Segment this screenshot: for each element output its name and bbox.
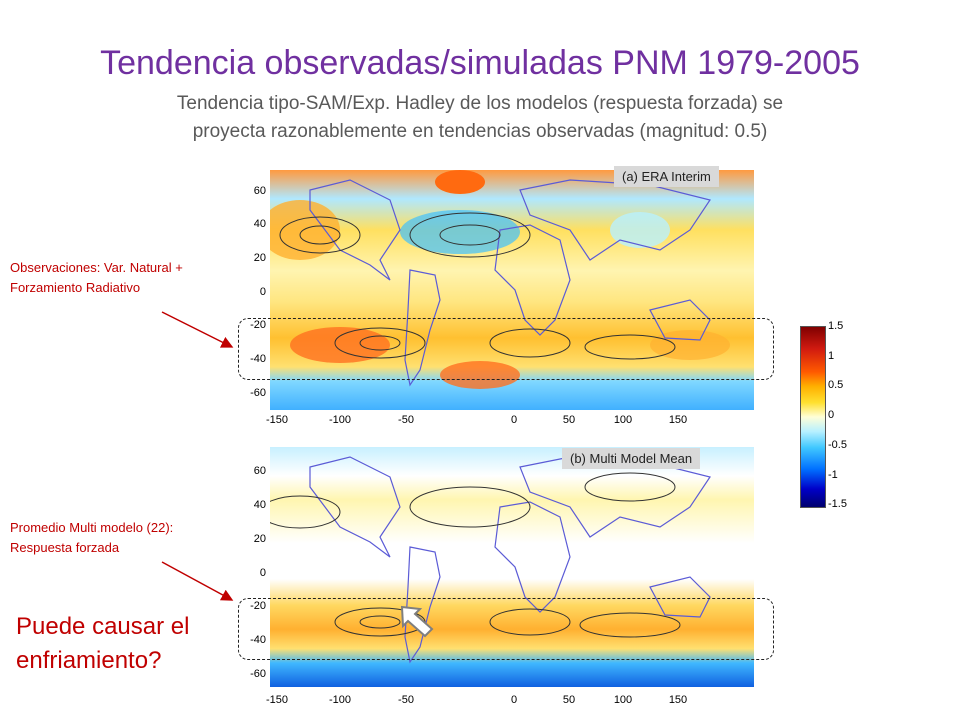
- colorbar-tick: 0: [828, 409, 835, 421]
- annotation-line: Observaciones: Var. Natural +: [10, 260, 183, 275]
- map-era-interim: [270, 170, 754, 410]
- x-tick-b: 100: [613, 694, 633, 706]
- map-b-svg: [270, 447, 754, 687]
- question-text: Puede causar el enfriamiento?: [16, 610, 189, 678]
- y-tick-b: 20: [253, 533, 266, 545]
- y-tick-b: -60: [250, 668, 266, 680]
- x-tick-a: 100: [613, 414, 633, 426]
- y-tick-b: 60: [253, 465, 266, 477]
- x-tick-a: 0: [510, 414, 518, 426]
- y-tick-a: 0: [259, 286, 266, 298]
- x-tick-a: -150: [265, 414, 289, 426]
- question-line: enfriamiento?: [16, 647, 162, 674]
- subtitle-line-1: Tendencia tipo-SAM/Exp. Hadley de los mo…: [176, 93, 784, 114]
- annotation-observaciones: Observaciones: Var. Natural + Forzamient…: [10, 258, 183, 298]
- y-tick-a: 60: [253, 185, 266, 197]
- colorbar: [800, 326, 826, 508]
- x-tick-a: 50: [562, 414, 576, 426]
- y-tick-b: -40: [250, 634, 266, 646]
- y-tick-a: 20: [253, 252, 266, 264]
- subtitle-line-2: proyecta razonablemente en tendencias ob…: [192, 121, 768, 142]
- colorbar-tick: 1.5: [828, 320, 844, 332]
- x-tick-b: 0: [510, 694, 518, 706]
- x-tick-a: 150: [668, 414, 688, 426]
- annotation-line: Promedio Multi modelo (22):: [10, 520, 174, 535]
- annotation-line: Forzamiento Radiativo: [10, 280, 141, 295]
- panel-label-a: (a) ERA Interim: [614, 166, 719, 187]
- annotation-line: Respuesta forzada: [10, 540, 120, 555]
- y-tick-b: 0: [259, 567, 266, 579]
- y-tick-a: -60: [250, 387, 266, 399]
- y-tick-a: -40: [250, 353, 266, 365]
- colorbar-tick: -0.5: [828, 439, 847, 451]
- highlight-box-b: [238, 598, 774, 660]
- colorbar-tick: -1.5: [828, 498, 847, 510]
- arrow-a-icon: [161, 311, 234, 348]
- arrow-outline-icon: [400, 605, 434, 638]
- map-a-svg: [270, 170, 754, 410]
- x-tick-a: -100: [328, 414, 352, 426]
- question-line: Puede causar el: [16, 613, 190, 640]
- slide-title: Tendencia observadas/simuladas PNM 1979-…: [100, 44, 860, 82]
- colorbar-tick: -1: [828, 469, 838, 481]
- colorbar-tick: 1: [828, 350, 835, 362]
- x-tick-b: 50: [562, 694, 576, 706]
- highlight-box-a: [238, 318, 774, 380]
- x-tick-b: -150: [265, 694, 289, 706]
- y-tick-b: -20: [250, 600, 266, 612]
- y-tick-b: 40: [253, 499, 266, 511]
- slide-subtitle: Tendencia tipo-SAM/Exp. Hadley de los mo…: [70, 90, 890, 146]
- arrow-b-icon: [161, 561, 234, 601]
- map-multi-model-mean: [270, 447, 754, 687]
- panel-label-b: (b) Multi Model Mean: [562, 448, 701, 469]
- y-tick-a: 40: [253, 218, 266, 230]
- x-tick-b: -100: [328, 694, 352, 706]
- y-tick-a: -20: [250, 319, 266, 331]
- colorbar-tick: 0.5: [828, 379, 844, 391]
- x-tick-b: -50: [398, 694, 414, 706]
- annotation-multimodelo: Promedio Multi modelo (22): Respuesta fo…: [10, 518, 173, 558]
- x-tick-a: -50: [398, 414, 414, 426]
- x-tick-b: 150: [668, 694, 688, 706]
